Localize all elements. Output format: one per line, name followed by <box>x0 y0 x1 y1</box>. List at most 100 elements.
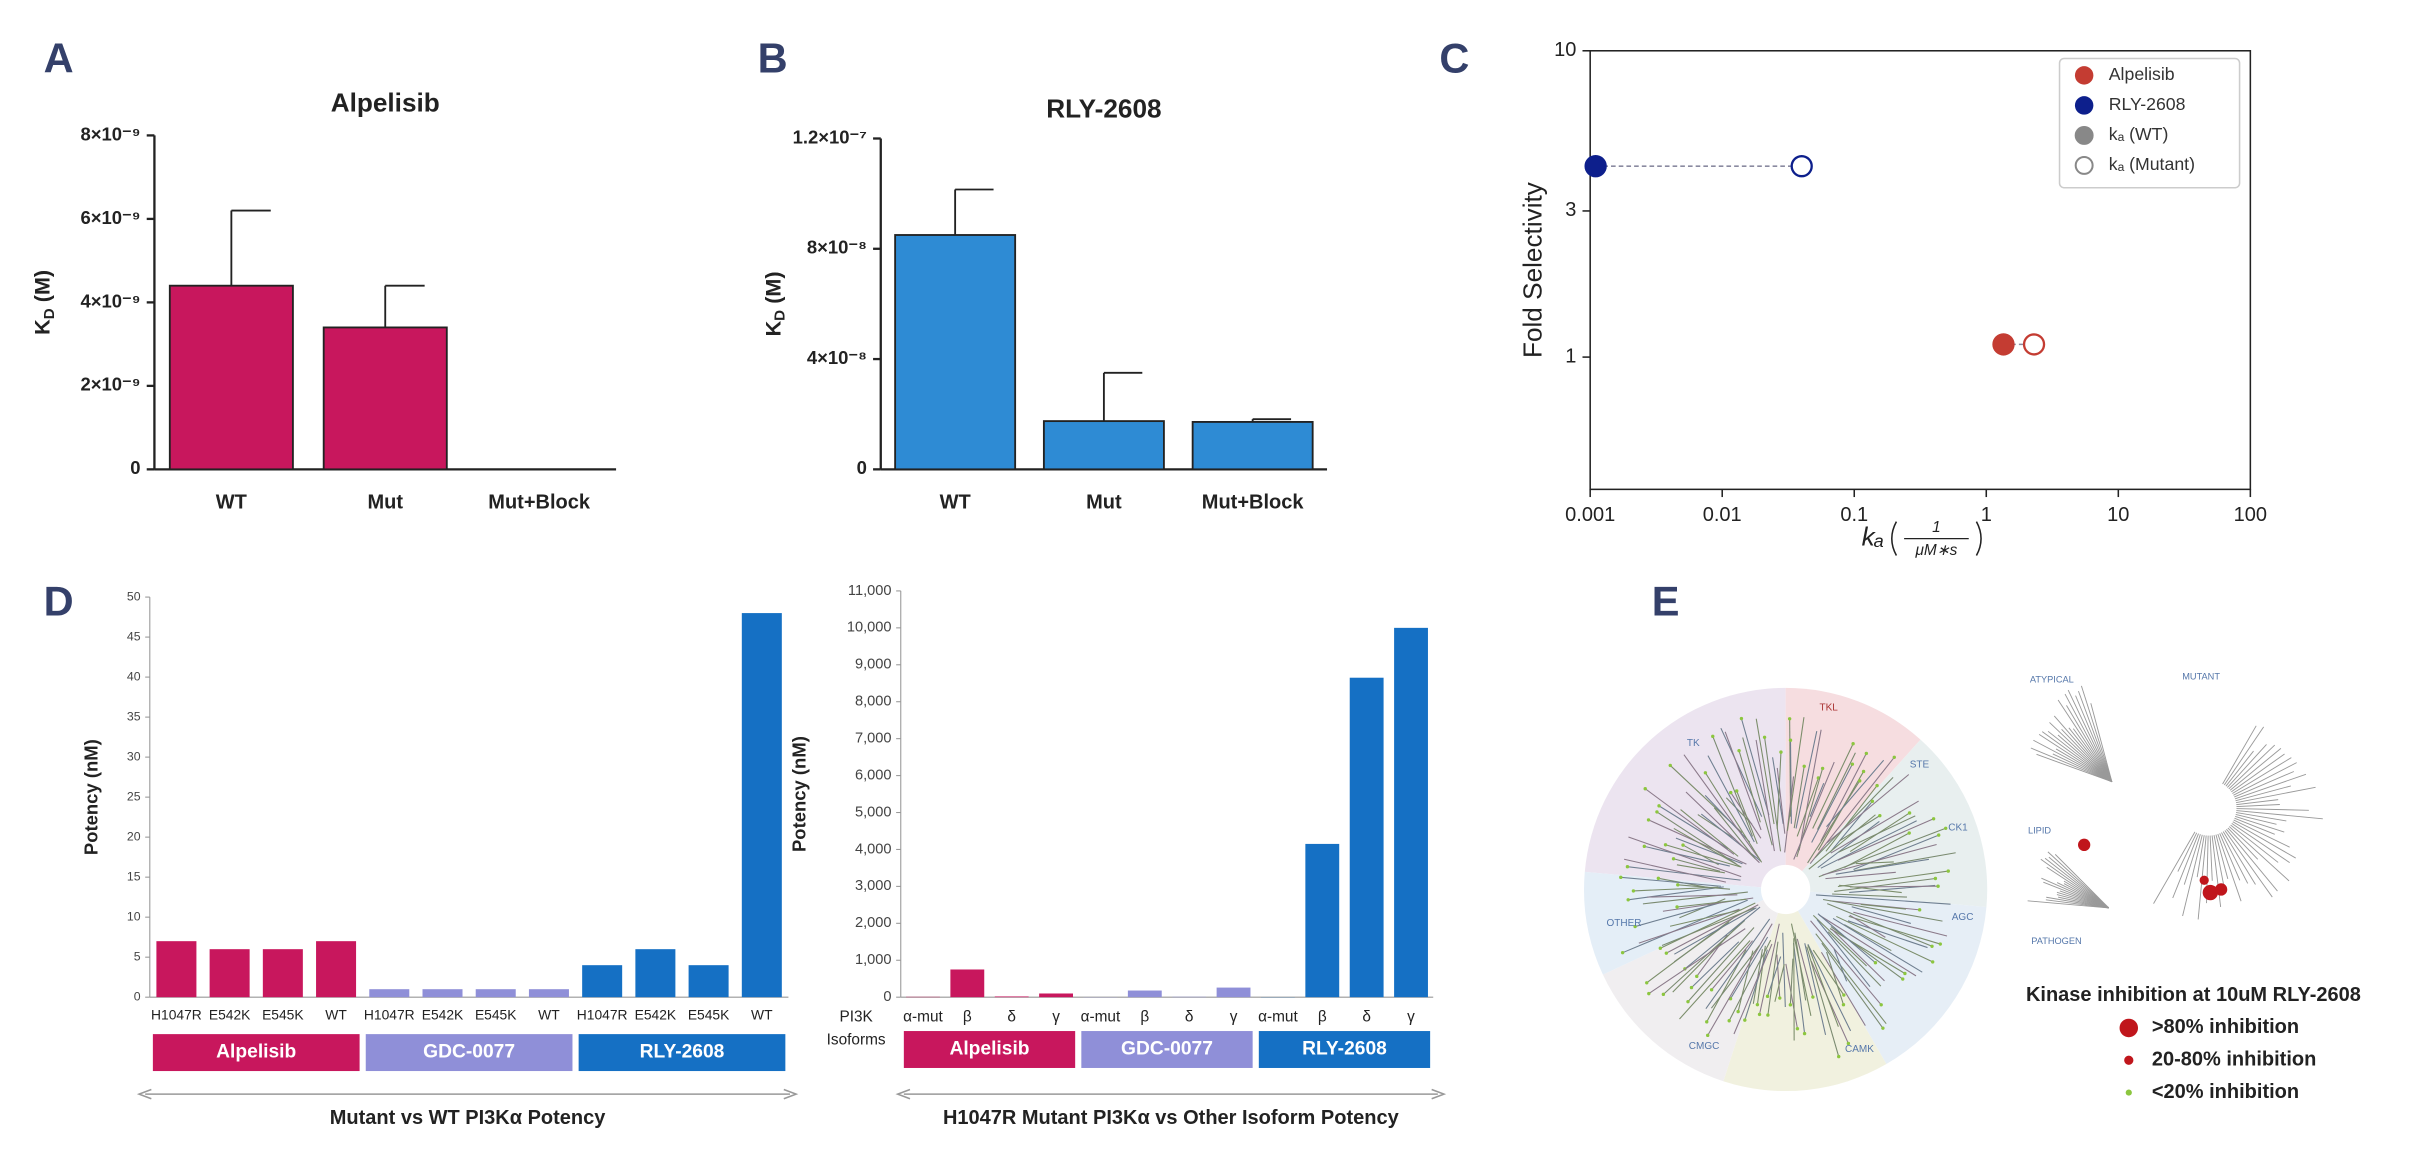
x-tick-label: 10 <box>2107 504 2129 526</box>
kinome-branch <box>1776 954 1781 999</box>
bar <box>582 965 623 998</box>
x-tick-label: γ <box>1052 1008 1060 1025</box>
kinome-branch <box>1782 932 1786 1007</box>
group-box <box>365 1034 573 1072</box>
kinome-branch <box>1685 791 1760 864</box>
kinome-node <box>1736 1009 1740 1014</box>
kinome-branch <box>1644 788 1735 855</box>
kinome-branch <box>1713 807 1756 859</box>
bar <box>316 941 357 998</box>
kinome-branch <box>1740 718 1770 816</box>
y-tick-label: 8×10⁻⁹ <box>80 123 140 144</box>
kinome-node <box>1936 884 1940 888</box>
y-tick-label: 5,000 <box>855 804 892 820</box>
kinome-node <box>1788 738 1793 742</box>
kinome-node <box>1846 1041 1851 1046</box>
kinome-node <box>1668 763 1672 768</box>
kinome-node <box>1931 817 1936 821</box>
kinome-node <box>1664 951 1669 955</box>
kinome-branch <box>1827 931 1882 987</box>
kinome-branch <box>1728 939 1772 1021</box>
kinome-node <box>1619 875 1623 880</box>
kinome-node <box>1642 844 1647 849</box>
kinome-node <box>1946 869 1950 873</box>
x-tick-label: γ <box>1230 1008 1238 1025</box>
kinome-branch <box>1705 918 1771 1010</box>
y-tick-label: 1.2×10⁻⁷ <box>793 126 867 147</box>
kinome-branch <box>1679 940 1751 1020</box>
group-box <box>1258 1031 1431 1068</box>
kinome-node <box>1625 865 1630 869</box>
panel-letter: A <box>44 35 74 82</box>
y-tick-label: 3,000 <box>855 878 892 894</box>
kinome-branch <box>1815 894 1951 905</box>
x-label-numerator: 1 <box>1932 519 1941 536</box>
kinome-branch <box>1829 800 1873 853</box>
error-bar <box>954 188 994 235</box>
subtree-branch <box>2061 729 2113 783</box>
kinome-branch <box>1620 876 1721 887</box>
y-tick-label: 9,000 <box>855 657 892 673</box>
y-axis-label: Potency (nM) <box>81 739 102 855</box>
kinome-node <box>1933 876 1938 881</box>
kinome-branch <box>1812 743 1854 829</box>
kinome-node <box>1842 993 1846 997</box>
kinome-branch <box>1669 909 1742 927</box>
y-tick-label: 40 <box>127 669 141 683</box>
y-tick-label: 4,000 <box>855 841 892 857</box>
kinome-branch <box>1784 776 1795 853</box>
y-tick-label: 25 <box>127 789 141 803</box>
chart-title: RLY-2608 <box>1046 94 1161 124</box>
x-tick-label: H1047R <box>577 1006 628 1022</box>
kinome-node <box>1802 1031 1807 1036</box>
kinome-branch <box>1675 837 1743 865</box>
bar <box>168 284 294 471</box>
kinome-branch <box>1831 928 1885 982</box>
x-tick-label: E545K <box>475 1006 517 1022</box>
kinome-branch <box>1837 870 1949 888</box>
subtree-branch <box>2036 753 2113 783</box>
kinome-branch <box>1680 809 1739 857</box>
kinome-branch <box>1673 858 1721 872</box>
kinome-branch <box>1789 740 1792 824</box>
kinome-branch <box>1793 942 1806 1034</box>
y-tick-label: 11,000 <box>848 583 892 599</box>
kinome-branch <box>1843 924 1892 952</box>
y-tick-label: 50 <box>127 589 141 603</box>
kinome-branch <box>1849 914 1886 938</box>
kinome-branch <box>1767 956 1782 997</box>
kinome-node <box>1938 942 1942 946</box>
bar <box>1127 990 1162 998</box>
kinome-branch <box>1818 827 1946 878</box>
caption: Mutant vs WT PI3Kα Potency <box>330 1107 607 1129</box>
y-label-unit: (M) <box>30 270 54 302</box>
kinome-branch <box>1821 942 1884 1029</box>
legend-marker <box>2074 66 2094 85</box>
kinome-branch <box>1786 717 1805 831</box>
subtree-branch <box>2038 733 2113 783</box>
kinome-branch <box>1820 753 1867 842</box>
kinome-node <box>1647 991 1651 996</box>
x-tick-label: δ <box>1362 1008 1371 1025</box>
legend-box <box>2058 57 2241 189</box>
group-label: GDC-0077 <box>1121 1039 1213 1060</box>
kinome-node <box>1907 831 1911 835</box>
kinome-branch <box>1776 767 1786 834</box>
kinome-node <box>1766 1013 1770 1017</box>
panel-letter: C <box>1439 35 1469 82</box>
kinome-node <box>1917 908 1922 912</box>
x-axis-label-symbol: kₐ <box>1862 522 1884 552</box>
kinome-node <box>1671 857 1676 861</box>
kinome-legend-marker <box>2119 1018 2139 1038</box>
kinome-branch <box>1806 946 1840 1057</box>
y-tick-label: 10 <box>127 909 141 923</box>
kinome-branch <box>1832 918 1923 973</box>
kinome-node <box>1727 1019 1731 1023</box>
x-tick-label: 0.001 <box>1565 504 1615 526</box>
y-tick-label: 6,000 <box>855 767 892 783</box>
x-tick-label: E545K <box>688 1006 730 1022</box>
kinome-branch <box>1820 951 1866 1026</box>
y-tick-label: 45 <box>127 629 141 643</box>
bar <box>1394 627 1428 998</box>
kinome-node <box>1709 988 1714 992</box>
